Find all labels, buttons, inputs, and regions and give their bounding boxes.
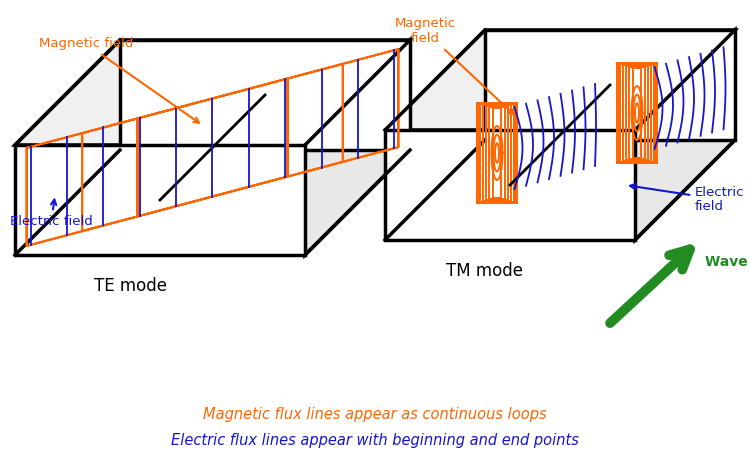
Polygon shape [305, 40, 410, 255]
Polygon shape [635, 30, 735, 240]
Polygon shape [385, 30, 735, 130]
Text: Magnetic flux lines appear as continuous loops: Magnetic flux lines appear as continuous… [203, 407, 547, 422]
Text: Magnetic
field: Magnetic field [394, 17, 514, 114]
Polygon shape [15, 40, 410, 145]
Text: Wave propagation: Wave propagation [705, 255, 750, 269]
Text: Electric
field: Electric field [630, 184, 745, 213]
Polygon shape [120, 40, 410, 150]
Text: TM mode: TM mode [446, 262, 524, 280]
Polygon shape [15, 145, 305, 255]
Text: Magnetic field: Magnetic field [39, 38, 199, 123]
Polygon shape [485, 30, 735, 140]
Polygon shape [385, 130, 635, 240]
Text: TE mode: TE mode [94, 277, 167, 295]
Text: Electric flux lines appear with beginning and end points: Electric flux lines appear with beginnin… [171, 432, 579, 447]
Text: Electric field: Electric field [10, 200, 93, 228]
